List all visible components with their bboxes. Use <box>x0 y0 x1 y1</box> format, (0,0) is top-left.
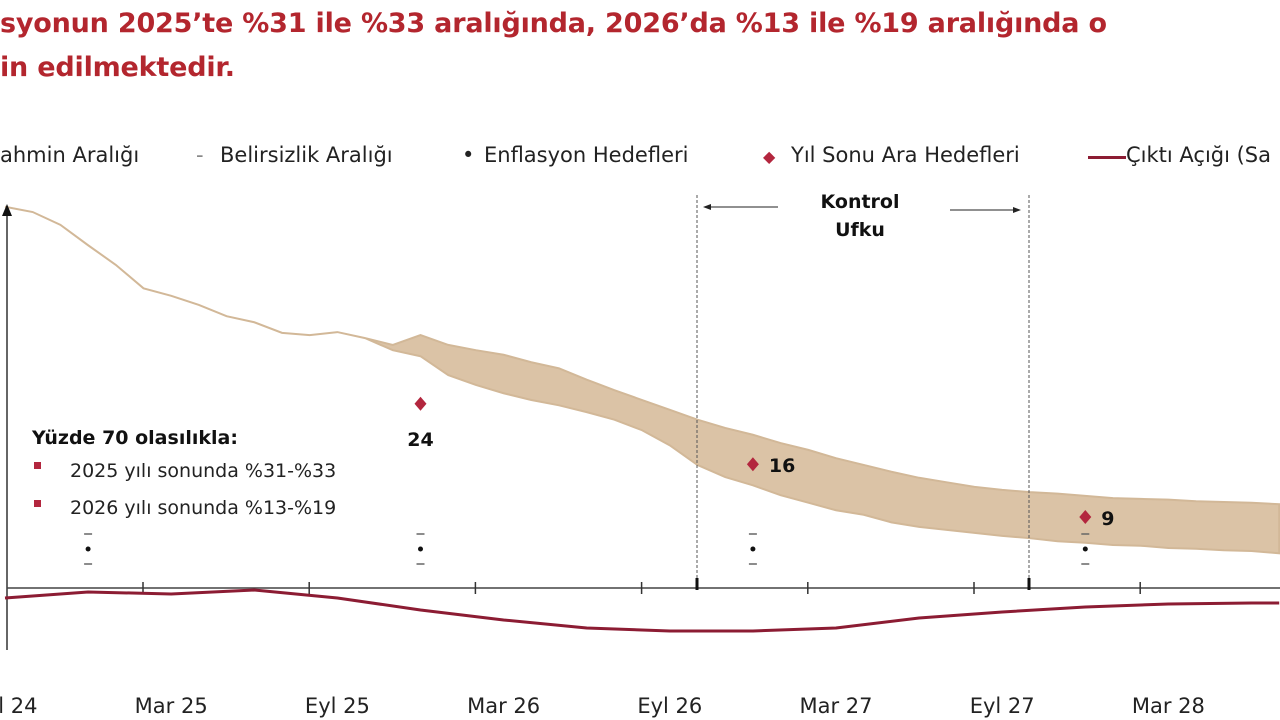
legend-inflation-targets: Enflasyon Hedefleri <box>484 143 689 167</box>
x-tick-label: Eyl 27 <box>970 694 1035 718</box>
year-end-target-label: 24 <box>407 429 433 451</box>
dash-icon: - <box>196 143 204 167</box>
probability-item-2025: 2025 yılı sonunda %31-%33 <box>70 460 336 482</box>
control-horizon-label-1: Kontrol <box>821 191 900 213</box>
x-tick-label: Mar 27 <box>799 694 872 718</box>
probability-item-2026: 2026 yılı sonunda %13-%19 <box>70 497 336 519</box>
forecast-band <box>4 205 1280 555</box>
inflation-target-dot <box>1082 546 1088 552</box>
dot-icon: • <box>462 143 475 167</box>
year-end-target-marker <box>746 457 759 472</box>
x-tick-label: Eyl 26 <box>637 694 702 718</box>
control-horizon-label-2: Ufku <box>835 219 885 241</box>
year-end-target-marker <box>414 396 427 411</box>
year-end-target-label: 16 <box>769 455 795 477</box>
inflation-target-dot <box>418 546 423 552</box>
inflation-target-dot <box>750 546 756 552</box>
bullet-icon <box>34 462 41 469</box>
arrow-left-icon <box>703 204 711 210</box>
x-tick-label: Eyl 25 <box>305 694 370 718</box>
legend-uncertainty-range: Belirsizlik Aralığı <box>220 143 393 167</box>
probability-heading: Yüzde 70 olasılıkla: <box>31 427 238 449</box>
bullet-icon <box>34 500 41 507</box>
x-tick-label: Mar 26 <box>467 694 540 718</box>
legend-forecast-range: ahmin Aralığı <box>0 143 140 167</box>
title-line-1: syonun 2025’te %31 ile %33 aralığında, 2… <box>0 8 1107 39</box>
title-line-2: in edilmektedir. <box>0 52 235 83</box>
arrow-right-icon <box>1013 207 1021 213</box>
year-end-target-label: 9 <box>1101 508 1114 530</box>
diamond-icon: ◆ <box>763 147 776 166</box>
line-icon <box>1088 156 1126 159</box>
x-tick-label: Mar 25 <box>135 694 208 718</box>
inflation-target-dot <box>85 546 91 552</box>
x-tick-label: Mar 28 <box>1132 694 1205 718</box>
output-gap-line <box>4 588 1280 633</box>
x-tick-label: Eyl 24 <box>0 694 37 718</box>
legend-output-gap: Çıktı Açığı (Sa <box>1126 143 1272 167</box>
year-end-target-marker <box>1079 510 1092 525</box>
legend-year-end-targets: Yıl Sonu Ara Hedefleri <box>791 143 1020 167</box>
y-axis-arrow-icon <box>2 204 12 216</box>
